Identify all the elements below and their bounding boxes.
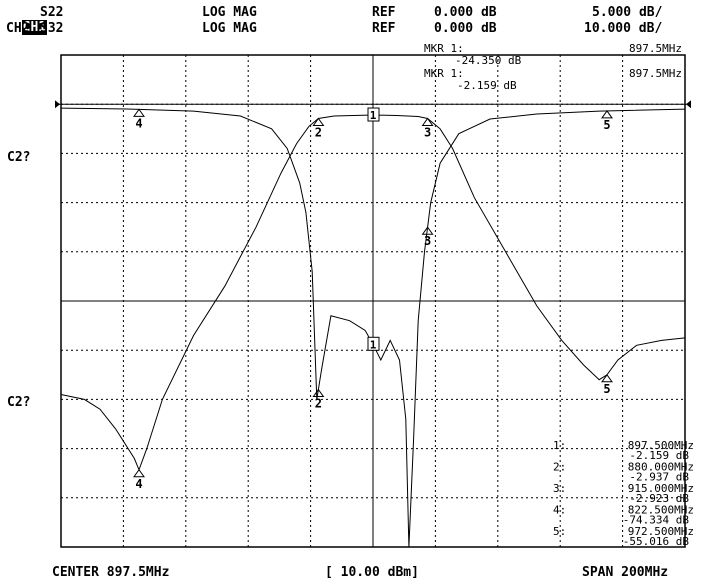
- readout-1-value: -24.350 dB: [455, 54, 522, 67]
- marker-1-label: 1: [370, 109, 377, 122]
- marker-triangle-icon: [133, 108, 145, 117]
- plot-grid: [55, 54, 691, 548]
- marker-2-label: 2: [315, 125, 322, 139]
- marker-table-freq: 897.500MHz: [628, 439, 694, 452]
- channel1-indicator[interactable]: CH1: [21, 20, 48, 35]
- marker-triangle-icon: [421, 226, 434, 235]
- trace-s22: [60, 107, 686, 548]
- marker-triangle-icon: [312, 117, 325, 126]
- marker-triangle-icon: [601, 373, 613, 383]
- marker-1-label: 1: [370, 338, 377, 351]
- marker-table-id: 4:: [553, 504, 566, 517]
- channel1-param: S22: [40, 5, 64, 20]
- readout-2-label: MKR 1:: [424, 67, 464, 80]
- ref-right-arrow-icon: [686, 100, 691, 109]
- marker-table-id: 2:: [553, 461, 566, 474]
- channel2-param: S32: [40, 21, 64, 36]
- marker-3-label: 3: [424, 125, 431, 139]
- marker-table-freq: 880.000MHz: [628, 461, 694, 474]
- marker-1-box: [367, 336, 380, 351]
- channel2-ref-value: 0.000 dB: [434, 21, 497, 36]
- center-frequency: CENTER 897.5MHz: [52, 565, 170, 580]
- channel1-ref-value: 0.000 dB: [434, 5, 497, 20]
- channel2-scale: 10.000 dB/: [584, 21, 663, 36]
- marker-table-freq: 915.000MHz: [628, 482, 694, 495]
- trace-s32: [60, 114, 686, 472]
- marker-5-label: 5: [603, 382, 610, 396]
- marker-4-label: 4: [135, 116, 142, 130]
- channel2-ref-label: REF: [372, 21, 396, 36]
- marker-3-label: 3: [424, 234, 431, 248]
- marker-table-id: 3:: [553, 482, 566, 495]
- marker-table-freq: 972.500MHz: [628, 525, 694, 538]
- marker-table-id: 5:: [553, 525, 566, 538]
- source-power: [ 10.00 dBm]: [325, 565, 419, 580]
- marker-triangle-icon: [312, 388, 325, 398]
- marker-table-freq: 822.500MHz: [628, 504, 694, 517]
- marker-table-value: -2.159 dB: [629, 449, 689, 462]
- marker-table-value: -55.016 dB: [623, 535, 690, 548]
- marker-table: 1: 897.500MHz-2.159 dB 2: 880.000MHz-2.937 …: [553, 439, 694, 548]
- marker-triangle-icon: [601, 110, 613, 119]
- marker-triangle-icon: [421, 117, 434, 126]
- readout-1-label: MKR 1:: [424, 42, 464, 55]
- channel1-header: CH1: [6, 5, 48, 35]
- channel1-scale: 5.000 dB/: [592, 5, 663, 20]
- marker-5-label: 5: [603, 118, 610, 132]
- channel2-label[interactable]: CH2: [6, 21, 30, 36]
- channel1-format: LOG MAG: [202, 5, 257, 20]
- marker-triangle-icon: [133, 468, 145, 478]
- readout-2-freq: 897.5MHz: [629, 67, 682, 80]
- marker-table-value: -74.334 dB: [623, 514, 690, 527]
- marker-table-value: -2.923 dB: [629, 492, 689, 505]
- marker-4-label: 4: [135, 477, 142, 491]
- ref-left-arrow-icon: [55, 100, 60, 109]
- lower-side-label: C2?: [7, 395, 31, 410]
- channel2-format: LOG MAG: [202, 21, 257, 36]
- readout-1-freq: 897.5MHz: [629, 42, 682, 55]
- marker-1-box: [367, 107, 380, 122]
- channel1-ref-label: REF: [372, 5, 396, 20]
- traces: [60, 107, 686, 548]
- marker-table-id: 1:: [553, 439, 566, 452]
- marker-table-value: -2.937 dB: [629, 471, 689, 484]
- marker-2-label: 2: [315, 397, 322, 411]
- upper-side-label: C2?: [7, 150, 31, 165]
- readout-2-value: -2.159 dB: [457, 79, 517, 92]
- markers: 1 2 3 4 5 1 2 3 4 5: [133, 107, 613, 491]
- frequency-span: SPAN 200MHz: [582, 565, 669, 580]
